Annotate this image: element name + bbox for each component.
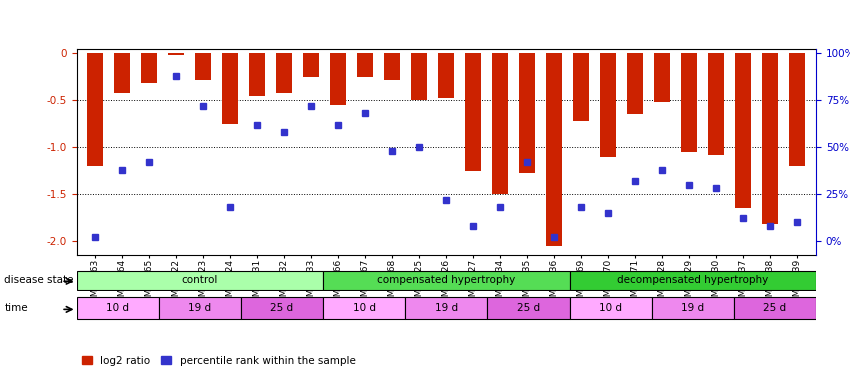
Text: 19 d: 19 d (188, 303, 212, 313)
Text: 19 d: 19 d (681, 303, 705, 313)
FancyBboxPatch shape (76, 297, 159, 320)
Bar (708, 53, 724, 154)
Bar (519, 53, 536, 173)
FancyBboxPatch shape (652, 297, 734, 320)
Bar (546, 53, 563, 246)
FancyBboxPatch shape (734, 297, 816, 320)
Text: 25 d: 25 d (270, 303, 293, 313)
Bar (789, 53, 805, 166)
Text: 10 d: 10 d (106, 303, 129, 313)
FancyBboxPatch shape (323, 271, 570, 290)
Bar (384, 53, 400, 80)
Bar (168, 53, 184, 55)
Bar (762, 53, 779, 224)
Bar (735, 53, 751, 208)
FancyBboxPatch shape (405, 297, 487, 320)
Bar (411, 53, 428, 100)
Bar (492, 53, 508, 194)
Bar (330, 53, 347, 105)
FancyBboxPatch shape (487, 297, 570, 320)
Bar (276, 53, 292, 93)
Text: compensated hypertrophy: compensated hypertrophy (377, 275, 515, 285)
Bar (654, 53, 671, 102)
Bar (303, 53, 320, 77)
FancyBboxPatch shape (570, 271, 816, 290)
FancyBboxPatch shape (570, 297, 652, 320)
Text: disease state: disease state (4, 275, 74, 285)
Text: time: time (4, 303, 28, 313)
FancyBboxPatch shape (323, 297, 405, 320)
Bar (465, 53, 481, 171)
Bar (438, 53, 455, 98)
Text: 19 d: 19 d (434, 303, 458, 313)
Bar (222, 53, 239, 124)
Bar (573, 53, 589, 121)
FancyBboxPatch shape (159, 297, 241, 320)
Text: 25 d: 25 d (763, 303, 786, 313)
Bar (114, 53, 131, 93)
Text: control: control (182, 275, 218, 285)
Bar (681, 53, 697, 152)
Text: 10 d: 10 d (599, 303, 622, 313)
FancyBboxPatch shape (76, 271, 323, 290)
Bar (196, 53, 212, 80)
Bar (249, 53, 265, 96)
FancyBboxPatch shape (241, 297, 323, 320)
Bar (88, 53, 104, 166)
Text: decompensated hypertrophy: decompensated hypertrophy (617, 275, 768, 285)
Text: 25 d: 25 d (517, 303, 540, 313)
Text: 10 d: 10 d (353, 303, 376, 313)
Legend: log2 ratio, percentile rank within the sample: log2 ratio, percentile rank within the s… (82, 356, 355, 366)
Bar (357, 53, 373, 77)
Bar (627, 53, 643, 114)
Bar (141, 53, 157, 83)
Bar (600, 53, 616, 157)
